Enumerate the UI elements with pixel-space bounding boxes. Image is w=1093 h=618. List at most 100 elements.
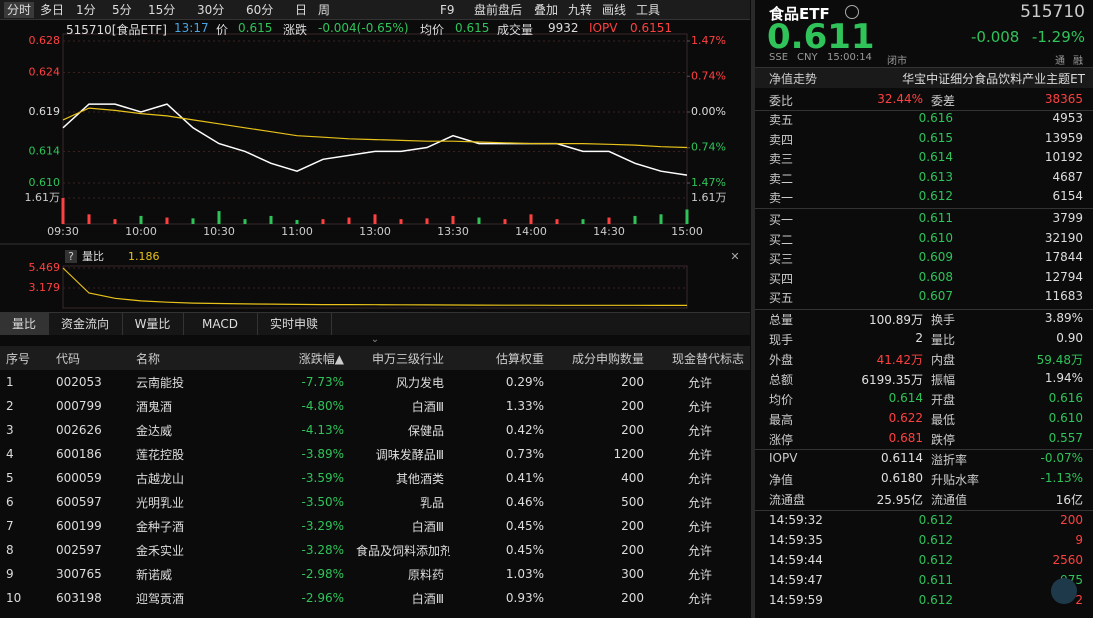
book-volume: 6154 bbox=[1052, 189, 1083, 204]
table-cell: 允许 bbox=[687, 447, 712, 462]
table-row[interactable]: 6 600597 光明乳业 -3.50% 乳品 0.46% 500 允许 bbox=[0, 490, 750, 514]
table-cell: -3.50% bbox=[301, 495, 344, 509]
ratio-current: 1.186 bbox=[128, 250, 160, 263]
table-cell: 0.73% bbox=[505, 447, 544, 461]
column-header[interactable]: 申万三级行业 bbox=[371, 351, 444, 366]
table-row[interactable]: 7 600199 金种子酒 -3.29% 白酒Ⅲ 0.45% 200 允许 bbox=[0, 514, 750, 538]
y-tick-label: 0.624 bbox=[29, 66, 61, 79]
column-header[interactable]: 名称 bbox=[136, 351, 161, 366]
table-row[interactable]: 8 002597 金禾实业 -3.28% 食品及饲料添加剂 0.45% 200 允许 bbox=[0, 538, 750, 562]
volume-bar bbox=[191, 218, 195, 224]
column-header[interactable]: 涨跌幅▲ bbox=[298, 351, 344, 366]
table-cell: -3.89% bbox=[301, 447, 344, 461]
tab[interactable]: MACD bbox=[183, 313, 258, 335]
volume-bar bbox=[347, 217, 351, 224]
table-cell: 云南能投 bbox=[136, 375, 185, 390]
column-header[interactable]: 代码 bbox=[56, 351, 81, 366]
column-header[interactable]: 序号 bbox=[6, 351, 31, 366]
table-cell: 9 bbox=[6, 567, 14, 581]
table-cell: 1.33% bbox=[505, 399, 544, 413]
field-value: 0.557 bbox=[1048, 431, 1083, 445]
tool-button[interactable]: 画线 bbox=[602, 3, 627, 17]
tool-button[interactable]: 九转 bbox=[568, 3, 593, 17]
book-label: 买二 bbox=[769, 232, 794, 247]
y2-tick-label: 0.74% bbox=[691, 141, 726, 154]
trade-price: 0.612 bbox=[918, 533, 953, 547]
table-cell: 0.46% bbox=[505, 495, 544, 509]
book-volume: 4687 bbox=[1052, 169, 1083, 184]
period-tab[interactable]: 15分 bbox=[148, 3, 176, 17]
column-header[interactable]: 现金替代标志 bbox=[671, 351, 744, 366]
field-label: 内盘 bbox=[931, 353, 956, 367]
tool-button[interactable]: 叠加 bbox=[534, 3, 559, 17]
ratio-tick-label: 3.179 bbox=[29, 281, 61, 294]
chart-bg bbox=[0, 20, 750, 312]
book-label: 卖三 bbox=[769, 152, 794, 167]
table-cell: 允许 bbox=[687, 591, 712, 606]
quote-field: 价 bbox=[216, 23, 229, 37]
table-cell: 酒鬼酒 bbox=[136, 399, 173, 414]
table-cell: 允许 bbox=[687, 495, 712, 510]
table-cell: 白酒Ⅲ bbox=[411, 519, 444, 534]
nav-label[interactable]: 净值走势 bbox=[769, 72, 818, 86]
table-row[interactable]: 5 600059 古越龙山 -3.59% 其他酒类 0.41% 400 允许 bbox=[0, 466, 750, 490]
volume-bar bbox=[685, 209, 689, 224]
table-row[interactable]: 1 002053 云南能投 -7.73% 风力发电 0.29% 200 允许 bbox=[0, 370, 750, 394]
quote-field: -0.004(-0.65%) bbox=[318, 21, 409, 35]
table-cell: 0.29% bbox=[505, 375, 544, 389]
period-tab[interactable]: 5分 bbox=[112, 3, 132, 17]
table-row[interactable]: 4 600186 莲花控股 -3.89% 调味发酵品Ⅲ 0.73% 1200 允许 bbox=[0, 442, 750, 466]
table-cell: 风力发电 bbox=[395, 375, 444, 390]
help-mark: ? bbox=[68, 250, 74, 263]
column-header[interactable]: 估算权重 bbox=[495, 351, 544, 366]
expand-icon[interactable] bbox=[1051, 578, 1077, 604]
period-tab[interactable]: 日 bbox=[295, 3, 308, 17]
table-cell: -4.80% bbox=[301, 399, 344, 413]
tab[interactable]: W量比 bbox=[122, 313, 184, 335]
tab[interactable]: 资金流向 bbox=[48, 313, 123, 335]
info-icon[interactable] bbox=[845, 5, 859, 19]
table-cell: 乳品 bbox=[419, 495, 444, 510]
help-icon[interactable] bbox=[65, 250, 77, 263]
last-price: 0.611 bbox=[767, 17, 875, 57]
table-cell: 食品及饲料添加剂 bbox=[356, 543, 450, 558]
price-line bbox=[62, 107, 688, 149]
toolbar bbox=[0, 0, 750, 20]
column-header[interactable]: 成分申购数量 bbox=[571, 351, 644, 366]
table-cell: 000799 bbox=[56, 399, 102, 413]
table-row[interactable]: 3 002626 金达威 -4.13% 保健品 0.42% 200 允许 bbox=[0, 418, 750, 442]
table-cell: 300 bbox=[621, 567, 644, 581]
y2-tick-label: 0.74% bbox=[691, 69, 726, 82]
trade-time: 14:59:59 bbox=[769, 593, 823, 607]
volume-bar bbox=[659, 214, 663, 224]
tool-button[interactable]: 工具 bbox=[636, 3, 661, 17]
close-icon[interactable]: ✕ bbox=[730, 250, 739, 263]
table-row[interactable]: 2 000799 酒鬼酒 -4.80% 白酒Ⅲ 1.33% 200 允许 bbox=[0, 394, 750, 418]
table-row[interactable]: 9 300765 新诺威 -2.98% 原料药 1.03% 300 允许 bbox=[0, 562, 750, 586]
field-label: 跌停 bbox=[931, 433, 956, 447]
period-tab[interactable]: 1分 bbox=[76, 3, 96, 17]
tab[interactable]: 实时申赎 bbox=[257, 313, 332, 335]
x-tick-label: 13:00 bbox=[359, 225, 391, 238]
period-tab[interactable]: 30分 bbox=[197, 3, 225, 17]
period-tab[interactable]: 周 bbox=[318, 3, 331, 17]
tab[interactable]: 量比 bbox=[0, 313, 49, 335]
collapse-arrow[interactable]: ⌄ bbox=[370, 334, 380, 345]
field-label: 溢折率 bbox=[931, 453, 968, 467]
tool-button[interactable]: F9 bbox=[440, 3, 455, 17]
field-value: 0.610 bbox=[1048, 411, 1083, 425]
field-value: 1.94% bbox=[1044, 371, 1083, 385]
field-label: 最低 bbox=[931, 413, 956, 427]
book-price: 0.608 bbox=[918, 269, 953, 284]
field-value: 0.616 bbox=[1048, 391, 1083, 405]
quote-panel: 食品ETF 515710 0.611 -0.008 -1.29% SSE CNY 15:00:… bbox=[755, 0, 1093, 618]
trade-time: 14:59:32 bbox=[769, 513, 823, 527]
tool-button[interactable]: 盘前盘后 bbox=[474, 3, 523, 17]
period-tab[interactable]: 60分 bbox=[246, 3, 274, 17]
period-tab[interactable]: 多日 bbox=[40, 3, 65, 17]
field-label: 现手 bbox=[769, 333, 794, 347]
row-divider bbox=[755, 309, 1093, 310]
table-row[interactable]: 10 603198 迎驾贡酒 -2.96% 白酒Ⅲ 0.93% 200 允许 bbox=[0, 586, 750, 610]
period-tab[interactable]: 分时 bbox=[4, 2, 35, 18]
